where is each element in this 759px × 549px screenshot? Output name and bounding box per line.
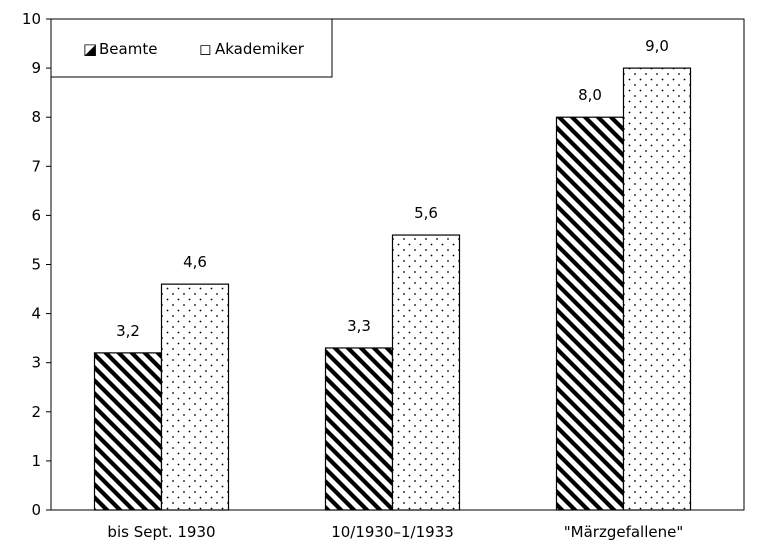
bar-beamte	[93, 352, 163, 511]
data-label: 4,6	[183, 253, 207, 271]
x-category-label: bis Sept. 1930	[107, 523, 215, 541]
legend: ◪ Beamte ◻ Akademiker	[50, 18, 333, 78]
y-tick-label: 4	[31, 305, 41, 323]
data-label: 8,0	[578, 86, 602, 104]
legend-box	[50, 18, 333, 78]
y-tick-label: 10	[22, 10, 41, 28]
y-tick-label: 2	[31, 403, 41, 421]
bar-akademiker	[160, 283, 230, 511]
data-label: 9,0	[645, 37, 669, 55]
bar-beamte	[324, 347, 394, 511]
x-axis: bis Sept. 1930 10/1930–1/1933 "Märzgefalle…	[107, 523, 683, 541]
bar-akademiker	[622, 67, 692, 511]
x-category-label: "Märzgefallene"	[564, 523, 684, 541]
y-tick-label: 1	[31, 452, 41, 470]
bar-beamte	[555, 116, 625, 511]
legend-marker-beamte: ◪	[83, 40, 97, 58]
data-label: 3,2	[116, 322, 140, 340]
legend-label-beamte: Beamte	[99, 40, 157, 58]
bars	[93, 67, 692, 511]
y-tick-label: 3	[31, 354, 41, 372]
data-labels: 3,2 3,3 8,0 4,6 5,6 9,0	[116, 37, 669, 340]
y-tick-label: 0	[31, 501, 41, 519]
y-tick-label: 5	[31, 256, 41, 274]
legend-label-akademiker: Akademiker	[215, 40, 305, 58]
bar-akademiker	[391, 234, 461, 511]
y-tick-label: 6	[31, 206, 41, 224]
y-tick-label: 9	[31, 59, 41, 77]
y-tick-label: 8	[31, 108, 41, 126]
data-label: 3,3	[347, 317, 371, 335]
y-tick-label: 7	[31, 157, 41, 175]
legend-marker-akademiker: ◻	[199, 40, 211, 58]
data-label: 5,6	[414, 204, 438, 222]
x-category-label: 10/1930–1/1933	[331, 523, 454, 541]
